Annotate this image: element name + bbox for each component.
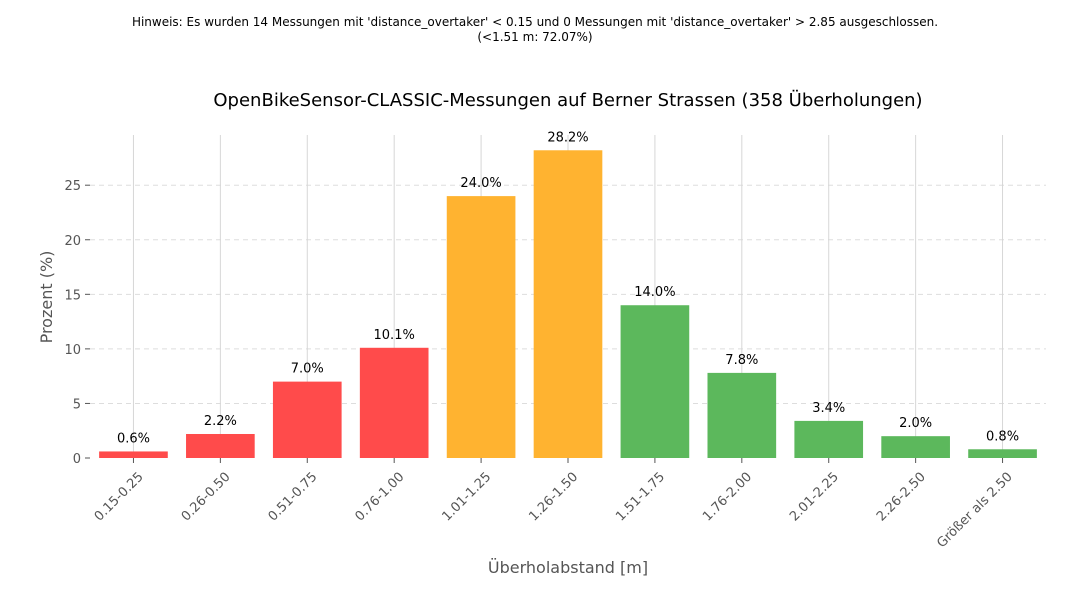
bar-0.26-0.50 (186, 433, 255, 458)
bar-value-label: 7.8% (725, 353, 758, 368)
x-tick-label: 0.51-0.75 (266, 470, 321, 525)
y-axis-label: Prozent (%) (37, 251, 56, 344)
x-tick-label: 0.26-0.50 (179, 470, 234, 525)
value-labels: 0.6% 2.2% 7.0% 10.1% 24.0% 28.2% 14.0% 7.8% 3.4%… (117, 130, 1019, 446)
x-tick-label: 1.76-2.00 (700, 470, 755, 525)
bar-1.26-1.50 (533, 150, 603, 458)
bar-value-label: 2.2% (204, 414, 237, 429)
bar-value-label: 7.0% (291, 362, 324, 377)
bar-1.51-1.75 (620, 305, 690, 458)
bar-value-label: 24.0% (460, 176, 501, 191)
exclusion-note: Hinweis: Es wurden 14 Messungen mit 'dis… (131, 15, 939, 29)
bar-0.15-0.25 (99, 451, 168, 458)
y-axis: 0 5 10 15 20 25 (64, 179, 90, 467)
bar-0.76-1.00 (359, 347, 429, 458)
x-tick-label: 2.26-2.50 (874, 470, 929, 525)
y-tick-label: 10 (64, 343, 81, 358)
x-axis-label: Überholabstand [m] (488, 558, 648, 577)
bar-value-label: 28.2% (547, 130, 588, 145)
x-tick-label: 2.01-2.25 (787, 470, 842, 525)
bar-value-label: 0.6% (117, 431, 150, 446)
bar-0.51-0.75 (272, 381, 342, 458)
y-tick-label: 0 (73, 452, 81, 467)
y-tick-label: 15 (64, 288, 81, 303)
bar-value-label: 0.8% (986, 429, 1019, 444)
bar-value-label: 10.1% (374, 328, 415, 343)
share-note: (<1.51 m: 72.07%) (477, 30, 593, 44)
x-tick-label: 1.26-1.50 (526, 470, 581, 525)
y-tick-label: 20 (64, 234, 81, 249)
bar-2.01-2.25 (794, 420, 864, 458)
bar-1.01-1.25 (446, 196, 516, 459)
x-tick-label: 1.01-1.25 (439, 470, 494, 525)
bar-2.26-2.50 (881, 436, 950, 458)
bar-1.76-2.00 (707, 372, 777, 458)
x-tick-label: 0.76-1.00 (353, 470, 408, 525)
x-tick-label: Größer als 2.50 (934, 470, 1015, 551)
chart-title: OpenBikeSensor-CLASSIC-Messungen auf Ber… (213, 89, 922, 111)
bars (99, 150, 1037, 459)
bar-value-label: 2.0% (899, 416, 932, 431)
x-axis: 0.15-0.25 0.26-0.50 0.51-0.75 0.76-1.00 1.01… (92, 458, 1016, 551)
x-tick-label: 1.51-1.75 (613, 470, 668, 525)
x-tick-label: 0.15-0.25 (92, 470, 147, 525)
bar-value-label: 14.0% (634, 285, 675, 300)
bar-value-label: 3.4% (812, 401, 845, 416)
y-tick-label: 5 (73, 397, 81, 412)
y-tick-label: 25 (64, 179, 81, 194)
bar-Größer als 2.50 (968, 449, 1037, 458)
